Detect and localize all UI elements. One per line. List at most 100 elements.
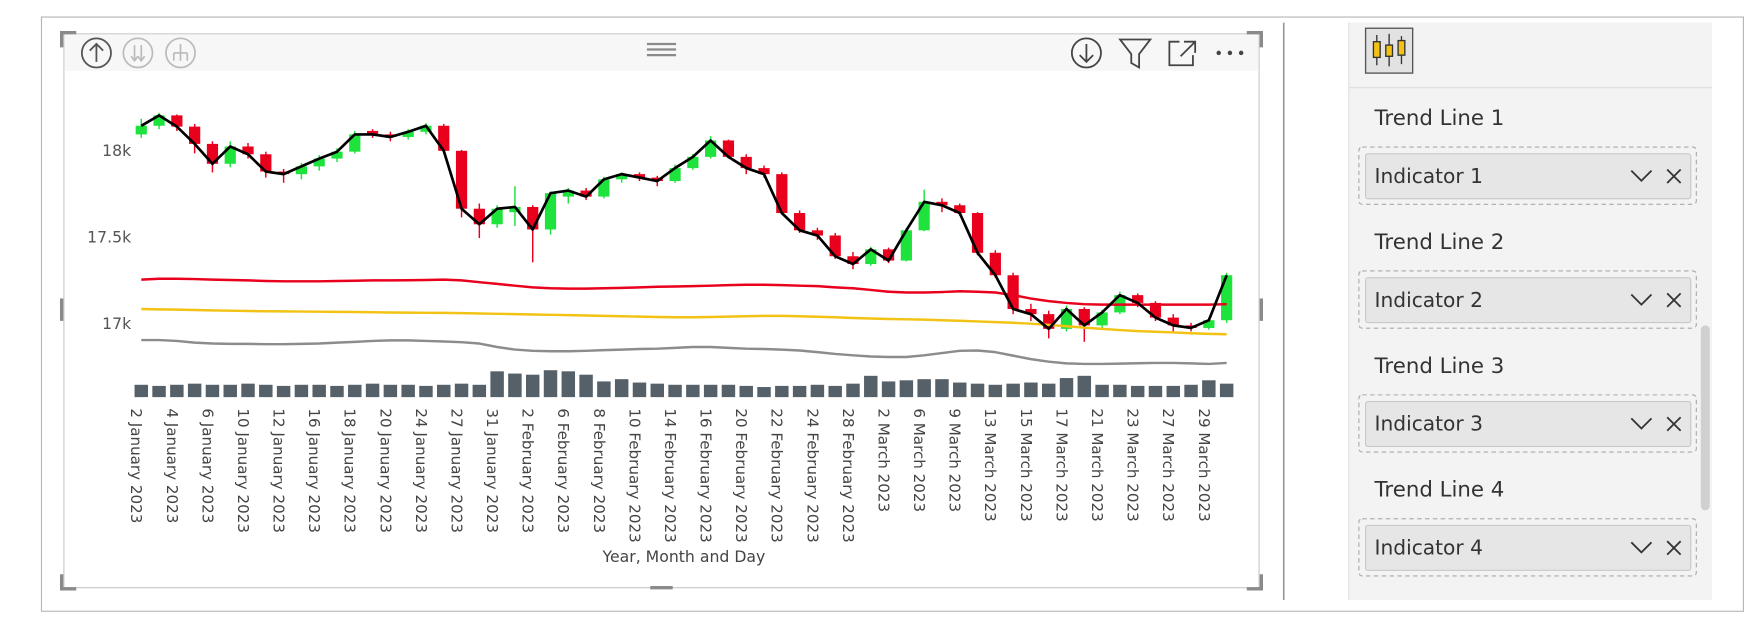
candle-body: [224, 146, 236, 164]
remove-icon[interactable]: [1666, 292, 1682, 308]
focus-mode-icon[interactable]: [1168, 40, 1197, 67]
candle-body: [402, 131, 414, 137]
candle-body: [687, 156, 699, 169]
volume-bar: [454, 383, 469, 398]
drag-handle[interactable]: [646, 42, 677, 57]
candle-body: [740, 156, 752, 169]
volume-bar: [508, 373, 522, 398]
chevron-icon[interactable]: [1630, 417, 1653, 430]
volume-bar: [1219, 383, 1234, 398]
drill-up-icon[interactable]: [80, 37, 112, 69]
volume-bar: [721, 384, 736, 398]
candle-body: [527, 206, 539, 230]
volume-bar: [170, 384, 184, 398]
volume-bar: [1166, 385, 1180, 398]
candle-body: [705, 140, 717, 157]
chevron-icon[interactable]: [1630, 541, 1653, 554]
y-tick-label: 17.5k: [87, 228, 132, 247]
volume-bar: [614, 379, 629, 398]
volume-bar: [917, 379, 931, 398]
candle-body: [295, 166, 308, 175]
y-tick-label: 17k: [102, 314, 132, 333]
candle-body: [313, 158, 325, 167]
x-tick-label: 9 March 2023: [946, 408, 964, 512]
volume-bar: [419, 385, 433, 398]
volume-bar: [686, 384, 700, 398]
volume-bar: [312, 384, 326, 398]
trend-line-label: Trend Line 2: [1374, 230, 1505, 255]
volume-bar: [757, 387, 771, 398]
candle-body: [455, 150, 468, 209]
x-tick-label: 18 January 2023: [341, 408, 359, 533]
candle-body: [811, 230, 824, 236]
remove-icon[interactable]: [1666, 168, 1682, 184]
volume-bar: [881, 381, 896, 398]
volume-bar: [205, 384, 220, 398]
candle-body: [1025, 308, 1037, 315]
volume-bar: [650, 383, 664, 398]
dropdown[interactable]: [1365, 277, 1692, 324]
candle-body: [758, 168, 770, 175]
scrollbar[interactable]: [1700, 325, 1710, 511]
candle-body: [1132, 295, 1144, 303]
candle-body: [153, 115, 165, 126]
remove-icon[interactable]: [1666, 416, 1682, 432]
visual-header: [65, 34, 1258, 71]
dropdown[interactable]: [1365, 524, 1692, 571]
x-tick-label: 16 February 2023: [697, 408, 715, 542]
chevron-icon[interactable]: [1630, 293, 1653, 306]
volume-bar: [703, 384, 718, 398]
x-tick-label: 27 March 2023: [1159, 408, 1177, 521]
volume-bar: [437, 384, 451, 398]
candle-body: [1221, 275, 1233, 321]
x-tick-label: 24 January 2023: [412, 408, 430, 533]
volume-bar: [1077, 375, 1092, 398]
trend-line: [141, 338, 1227, 366]
x-tick-label: 2 March 2023: [874, 408, 892, 512]
volume-bar: [953, 382, 967, 398]
x-tick-label: 24 February 2023: [803, 408, 821, 542]
drill-mode-icon[interactable]: [1070, 37, 1102, 69]
volume-bar: [579, 374, 593, 398]
filter-icon[interactable]: [1118, 38, 1153, 70]
candle-body: [1203, 320, 1215, 328]
dropdown-value: Indicator 3: [1375, 412, 1483, 436]
trend-line: [140, 114, 1228, 331]
volume-bar: [1148, 385, 1163, 398]
volume-bar: [134, 384, 148, 398]
drill-down-icon[interactable]: [122, 37, 154, 69]
x-tick-label: 12 January 2023: [270, 408, 288, 533]
dropdown[interactable]: [1365, 401, 1692, 448]
candle-body: [1096, 312, 1108, 326]
x-tick-label: 17 March 2023: [1052, 408, 1070, 521]
remove-icon[interactable]: [1666, 540, 1682, 556]
candle-body: [847, 256, 859, 265]
candle-body: [473, 208, 485, 225]
candle-body: [1043, 314, 1055, 329]
expand-icon[interactable]: [165, 37, 196, 69]
more-options-icon[interactable]: [1216, 50, 1244, 56]
trend-line-label: Trend Line 4: [1374, 478, 1505, 503]
candle-body: [1078, 308, 1090, 326]
dropdown-focus: [1358, 270, 1697, 329]
dropdown[interactable]: [1365, 153, 1692, 200]
volume-bar: [597, 381, 611, 398]
candle-body: [1060, 308, 1073, 329]
volume-bar: [294, 384, 309, 398]
volume-bar: [152, 385, 166, 398]
volume-bar: [739, 385, 753, 398]
chevron-icon[interactable]: [1630, 170, 1653, 183]
volume-bar: [276, 385, 291, 398]
x-tick-label: 13 March 2023: [981, 408, 999, 521]
plot-area: 17k 17.5k 18k 2 January 2023 4 January 2023 6…: [87, 112, 1234, 543]
volume-bar: [864, 375, 878, 398]
candle-body: [954, 205, 966, 214]
volume-bar: [259, 384, 273, 398]
x-tick-label: 29 March 2023: [1195, 408, 1213, 521]
x-tick-label: 6 March 2023: [910, 408, 928, 512]
trend-line-label: Trend Line 3: [1374, 354, 1505, 379]
candle-body: [171, 115, 183, 127]
x-tick-label: 6 February 2023: [554, 408, 572, 533]
